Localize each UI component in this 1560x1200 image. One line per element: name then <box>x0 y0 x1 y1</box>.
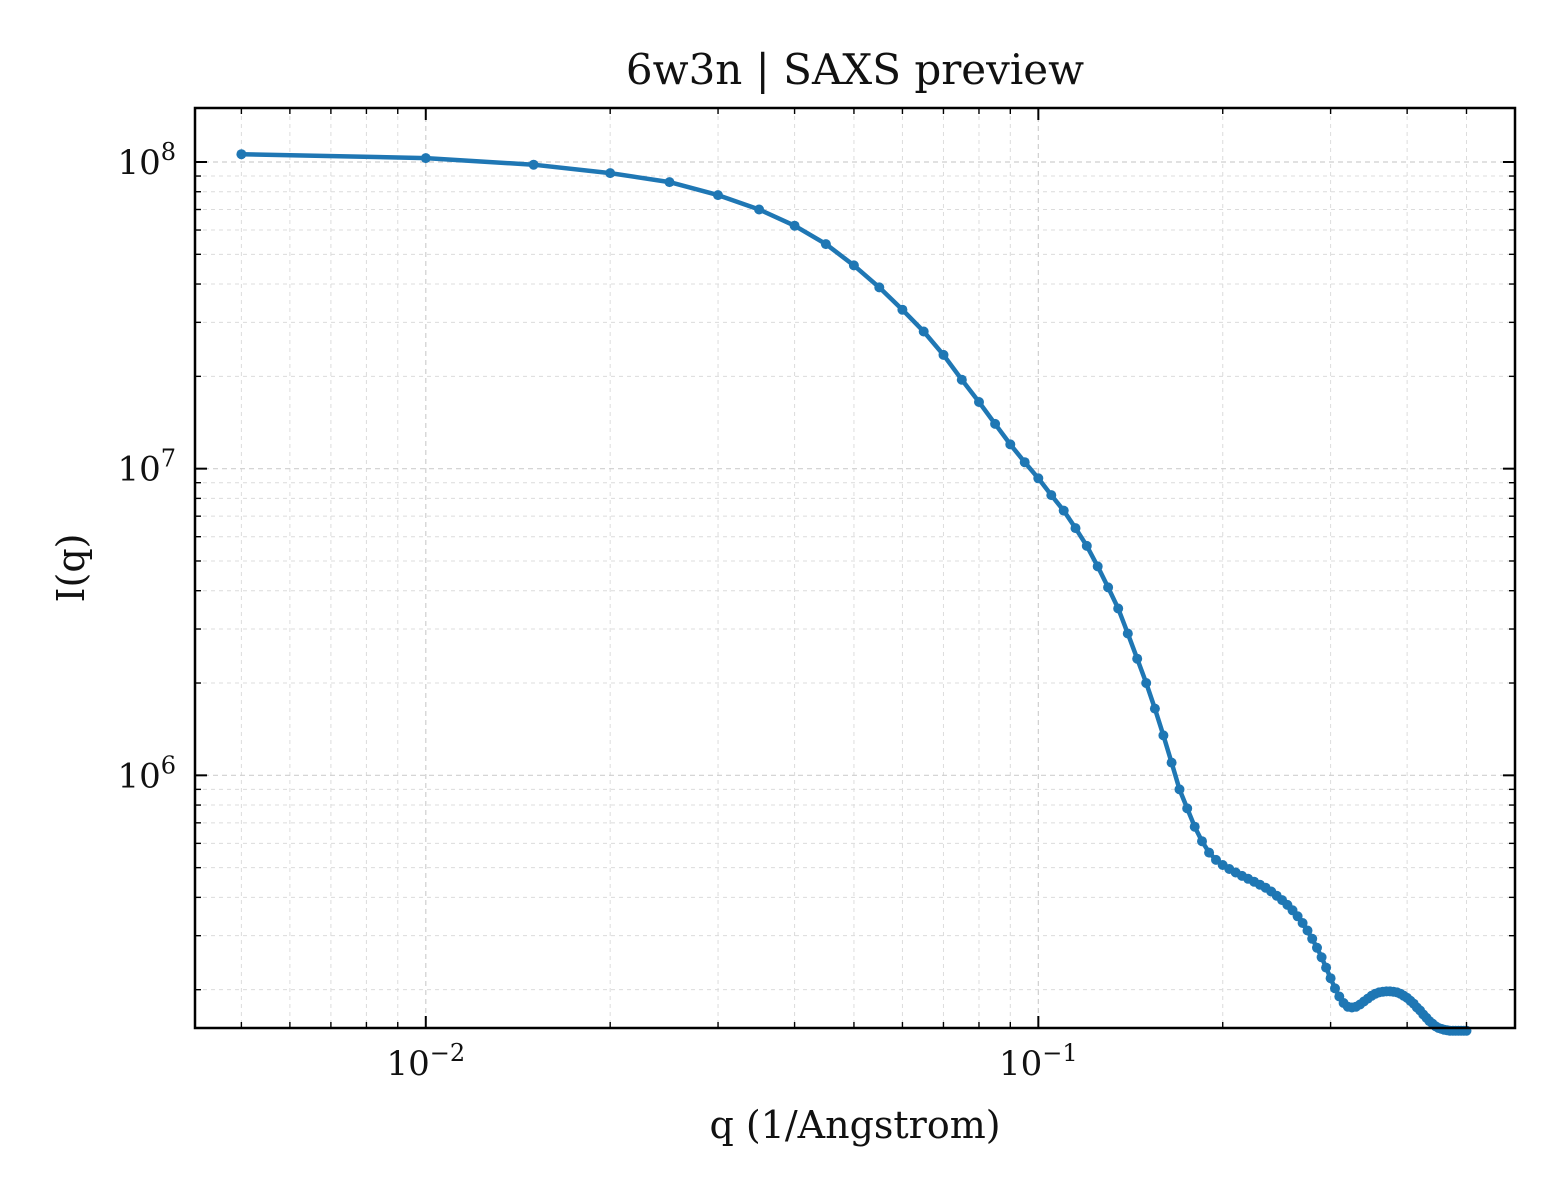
data-point <box>1302 925 1313 936</box>
y-tick-label: 107 <box>117 445 176 490</box>
data-point <box>974 397 984 407</box>
data-point <box>897 304 908 315</box>
data-point <box>789 220 800 231</box>
data-point <box>754 204 765 215</box>
data-point <box>1297 918 1308 928</box>
data-point <box>1033 473 1044 484</box>
data-point <box>1158 730 1169 741</box>
data-point <box>420 153 431 164</box>
data-point <box>1070 523 1081 534</box>
data-point <box>605 168 616 179</box>
data-point <box>713 190 723 201</box>
data-point <box>1141 678 1152 688</box>
chart-title: 6w3n | SAXS preview <box>626 45 1084 94</box>
data-point <box>848 260 859 271</box>
data-point <box>820 239 831 250</box>
data-point <box>938 349 949 360</box>
data-point <box>1316 952 1327 963</box>
data-point <box>1046 490 1057 501</box>
data-point <box>1103 582 1114 593</box>
data-point <box>1019 457 1030 468</box>
data-point <box>1321 962 1332 973</box>
data-point <box>236 149 247 160</box>
y-axis-label: I(q) <box>49 534 93 603</box>
data-point <box>1166 757 1177 768</box>
data-point <box>990 418 1001 429</box>
grid <box>195 108 1515 1028</box>
data-point <box>956 374 967 385</box>
data-point <box>1330 983 1340 994</box>
data-point <box>1197 836 1207 847</box>
data-point <box>1092 561 1103 572</box>
data-point <box>1182 803 1193 814</box>
x-tick-label: 10−2 <box>386 1039 465 1084</box>
data-point <box>1189 821 1200 832</box>
data-point <box>664 177 675 188</box>
x-axis-label: q (1/Angstrom) <box>709 1103 1000 1147</box>
data-point <box>1132 653 1143 664</box>
data-point <box>1325 973 1336 984</box>
data-point <box>1307 933 1318 944</box>
data-point <box>528 159 539 170</box>
y-tick-label: 106 <box>117 751 176 796</box>
data-point <box>1005 439 1016 450</box>
plot-frame <box>193 106 1517 1030</box>
data-point <box>1122 628 1133 639</box>
data-point <box>1149 703 1160 714</box>
data-point <box>918 326 929 337</box>
data-point <box>1113 603 1124 614</box>
data-point <box>1174 784 1185 795</box>
y-tick-label: 108 <box>117 138 176 183</box>
data-point <box>1312 942 1322 953</box>
data-point <box>1058 505 1069 516</box>
x-tick-label: 10−1 <box>999 1039 1078 1084</box>
data-point <box>874 282 885 293</box>
data-point <box>1081 540 1092 551</box>
data-point <box>1204 847 1215 858</box>
